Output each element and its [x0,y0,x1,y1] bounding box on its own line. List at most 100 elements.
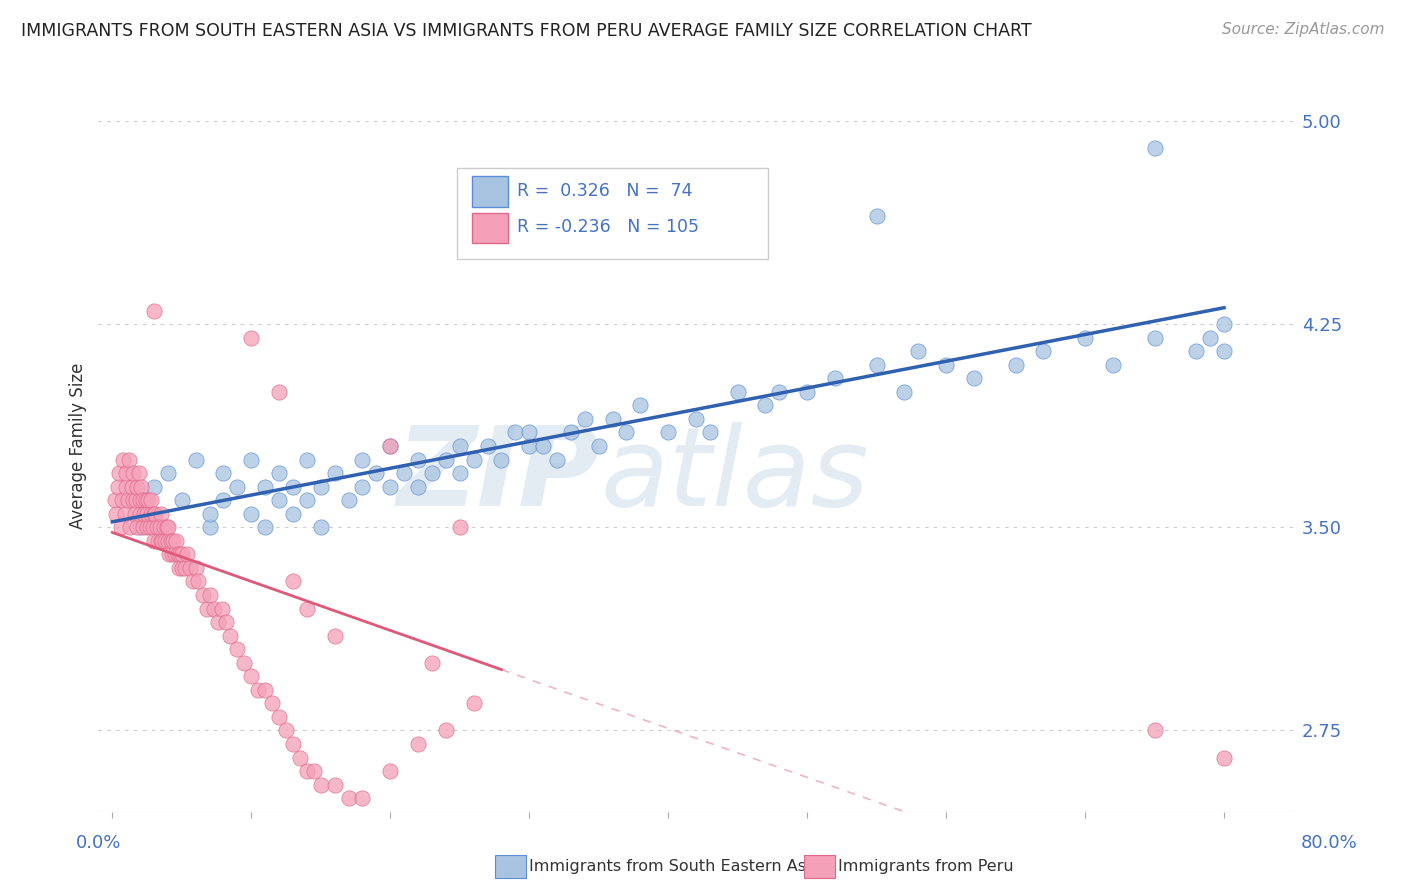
Point [628,398,651,412]
Point [121,480,143,494]
Point [135,493,157,508]
Point [219,629,242,643]
Point [754,398,776,412]
Point [166,547,188,561]
Point [262,697,284,711]
Point [434,723,457,738]
Point [254,682,277,697]
Point [602,412,624,426]
Point [202,601,225,615]
Point [128,466,150,480]
Point [1143,331,1166,345]
Point [267,384,290,399]
Point [323,466,346,480]
Point [198,507,221,521]
Text: Source: ZipAtlas.com: Source: ZipAtlas.com [1222,22,1385,37]
Point [156,520,179,534]
Point [149,533,172,548]
Point [240,669,263,683]
Point [406,452,429,467]
Point [111,493,134,508]
Point [114,507,136,521]
Point [366,466,388,480]
Point [449,439,471,453]
Point [157,547,180,561]
Point [240,331,263,345]
Point [281,480,304,494]
Point [226,480,249,494]
Point [118,452,141,467]
Point [110,520,132,534]
Point [184,561,207,575]
Point [1004,358,1026,372]
Point [491,452,513,467]
Point [105,507,128,521]
Point [254,520,277,534]
Point [139,520,162,534]
Point [295,764,318,778]
Point [148,533,170,548]
Point [685,412,707,426]
Point [517,439,540,453]
Point [935,358,957,372]
Point [120,520,142,534]
Point [170,547,193,561]
Point [226,642,249,657]
Point [323,778,346,792]
Point [141,493,163,508]
Point [108,466,131,480]
Point [132,493,155,508]
Point [112,452,135,467]
Point [132,520,155,534]
Point [616,425,638,440]
Point [153,533,176,548]
Point [173,561,195,575]
Point [143,533,166,548]
Point [181,574,204,589]
Y-axis label: Average Family Size: Average Family Size [69,363,87,529]
Point [1213,317,1236,331]
Point [380,439,402,453]
Point [145,507,167,521]
Point [124,507,146,521]
Point [152,520,174,534]
Point [136,520,159,534]
Point [420,466,443,480]
Point [134,507,156,521]
Point [824,371,846,385]
Point [167,561,190,575]
Point [380,764,402,778]
Point [1032,344,1054,359]
Point [240,452,263,467]
Point [505,425,527,440]
Point [893,384,915,399]
Point [165,533,187,548]
Point [215,615,238,629]
Point [127,520,149,534]
Point [963,371,986,385]
Point [274,723,297,738]
Point [176,547,198,561]
Point [531,439,554,453]
Point [191,588,214,602]
Point [406,480,429,494]
Point [281,737,304,751]
Point [187,574,209,589]
FancyBboxPatch shape [457,168,768,260]
Point [127,480,149,494]
Point [156,533,179,548]
Point [309,480,332,494]
Point [131,480,153,494]
Point [129,520,152,534]
Point [309,778,332,792]
Point [267,710,290,724]
Point [141,507,163,521]
Point [240,507,263,521]
Bar [472,212,509,244]
Point [434,452,457,467]
Text: ZIP: ZIP [396,422,600,529]
Point [170,493,193,508]
Point [865,209,887,223]
Point [198,588,221,602]
Text: R =  0.326   N =  74: R = 0.326 N = 74 [517,182,692,200]
